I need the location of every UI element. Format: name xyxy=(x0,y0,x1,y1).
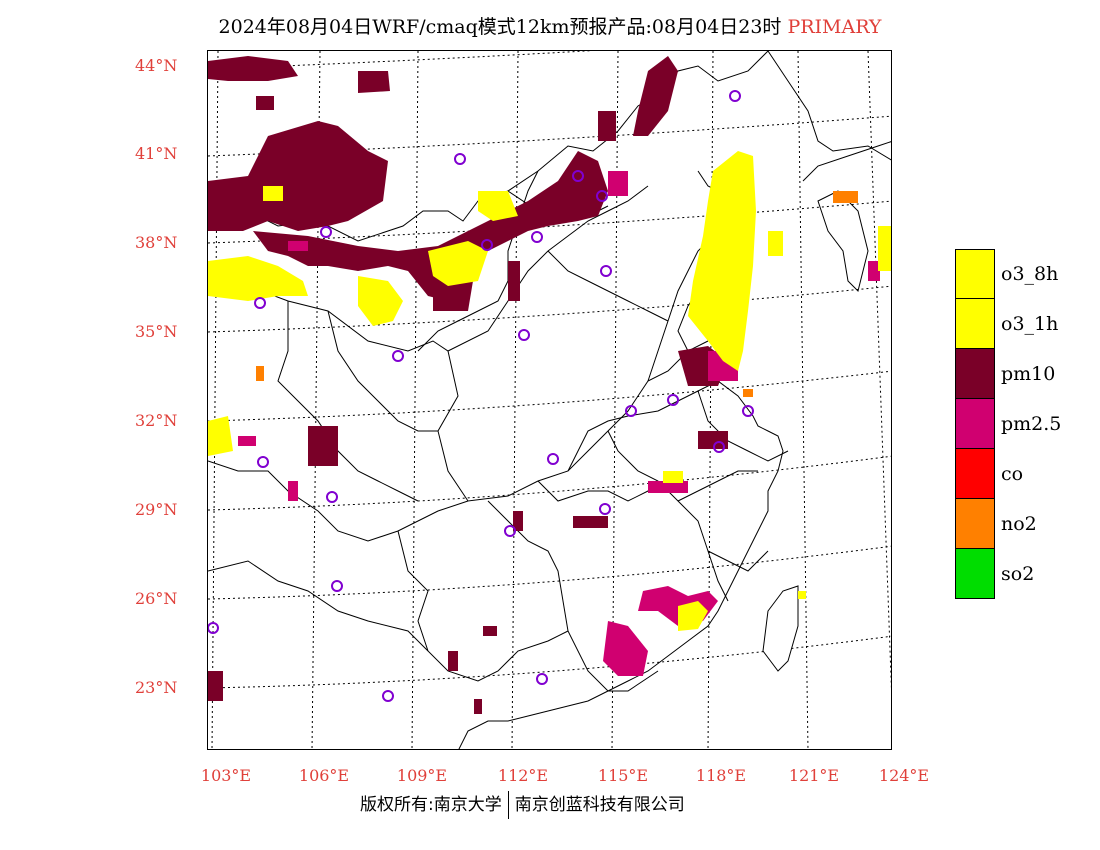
taiwan-island xyxy=(762,585,799,672)
lat-label-35: 35°N xyxy=(135,322,178,341)
legend-swatch-so2 xyxy=(955,549,995,599)
legend-item-pm25: pm2.5 xyxy=(955,399,1061,449)
legend-item-o3-8h: o3_8h xyxy=(955,249,1061,299)
legend-label-no2: no2 xyxy=(1001,513,1037,535)
lat-label-38: 38°N xyxy=(135,233,178,252)
lat-label-26: 26°N xyxy=(135,589,178,608)
legend-label-pm25: pm2.5 xyxy=(1001,413,1062,435)
station-markers xyxy=(208,90,754,702)
legend-item-co: co xyxy=(955,449,1061,499)
coastline-north xyxy=(802,141,891,182)
lon-label-124: 124°E xyxy=(878,766,930,785)
lon-label-115: 115°E xyxy=(597,766,649,785)
legend-item-o3-1h: o3_1h xyxy=(955,299,1061,349)
lon-label-106: 106°E xyxy=(298,766,350,785)
lon-label-118: 118°E xyxy=(695,766,747,785)
footer-divider xyxy=(507,791,509,819)
lat-label-29: 29°N xyxy=(135,500,178,519)
forecast-map xyxy=(208,51,891,749)
title-tag: PRIMARY xyxy=(787,16,882,38)
legend-label-o3-1h: o3_1h xyxy=(1001,313,1059,335)
legend-label-pm10: pm10 xyxy=(1001,363,1056,385)
lon-label-103: 103°E xyxy=(200,766,252,785)
legend-item-no2: no2 xyxy=(955,499,1061,549)
province-borders xyxy=(208,51,891,692)
pollutant-legend: o3_8h o3_1h pm10 pm2.5 co no2 so2 xyxy=(955,249,1061,599)
lon-label-109: 109°E xyxy=(396,766,448,785)
legend-item-so2: so2 xyxy=(955,549,1061,599)
map-panel xyxy=(207,50,892,750)
legend-label-so2: so2 xyxy=(1001,563,1035,585)
lat-label-32: 32°N xyxy=(135,411,178,430)
legend-swatch-pm10 xyxy=(955,349,995,399)
legend-label-o3-8h: o3_8h xyxy=(1001,263,1059,285)
lon-label-121: 121°E xyxy=(788,766,840,785)
legend-item-pm10: pm10 xyxy=(955,349,1061,399)
legend-label-co: co xyxy=(1001,463,1024,485)
title-main: 2024年08月04日WRF/cmaq模式12km预报产品:08月04日23时 xyxy=(218,16,782,38)
lat-label-44: 44°N xyxy=(135,56,178,75)
legend-swatch-o3-1h xyxy=(955,299,995,349)
copyright-footer: 版权所有:南京大学 南京创蓝科技有限公司 xyxy=(360,790,685,819)
lat-label-23: 23°N xyxy=(135,678,178,697)
korea-peninsula xyxy=(817,190,869,292)
no2-areas xyxy=(256,191,858,397)
pm10-areas xyxy=(208,56,728,714)
map-title: 2024年08月04日WRF/cmaq模式12km预报产品:08月04日23时 P… xyxy=(0,12,1100,39)
lon-label-112: 112°E xyxy=(497,766,549,785)
legend-swatch-pm25 xyxy=(955,399,995,449)
legend-swatch-no2 xyxy=(955,499,995,549)
o3-areas xyxy=(208,151,891,631)
legend-swatch-o3-8h xyxy=(955,249,995,299)
footer-company: 南京创蓝科技有限公司 xyxy=(514,795,685,815)
footer-copyright: 版权所有:南京大学 xyxy=(360,795,502,815)
lat-label-41: 41°N xyxy=(135,144,178,163)
legend-swatch-co xyxy=(955,449,995,499)
